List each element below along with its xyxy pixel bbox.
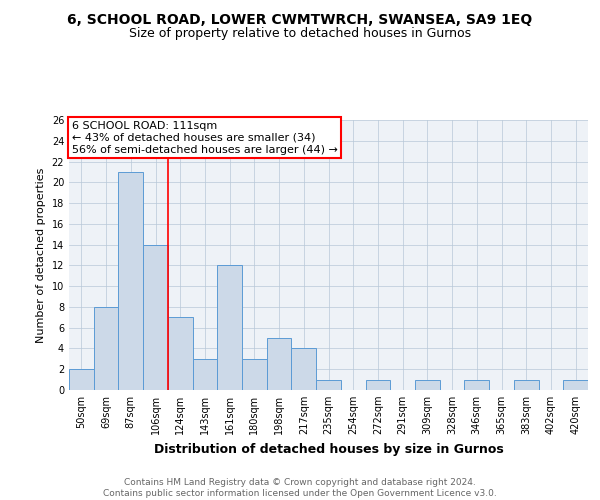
Bar xyxy=(464,380,489,390)
Text: Contains HM Land Registry data © Crown copyright and database right 2024.
Contai: Contains HM Land Registry data © Crown c… xyxy=(103,478,497,498)
Bar xyxy=(242,359,267,390)
Bar xyxy=(563,380,588,390)
Bar xyxy=(118,172,143,390)
Text: Distribution of detached houses by size in Gurnos: Distribution of detached houses by size … xyxy=(154,442,503,456)
Bar xyxy=(267,338,292,390)
Bar xyxy=(168,318,193,390)
Bar xyxy=(292,348,316,390)
Bar xyxy=(94,307,118,390)
Y-axis label: Number of detached properties: Number of detached properties xyxy=(36,168,46,342)
Bar xyxy=(69,369,94,390)
Bar xyxy=(193,359,217,390)
Text: Size of property relative to detached houses in Gurnos: Size of property relative to detached ho… xyxy=(129,28,471,40)
Text: 6 SCHOOL ROAD: 111sqm
← 43% of detached houses are smaller (34)
56% of semi-deta: 6 SCHOOL ROAD: 111sqm ← 43% of detached … xyxy=(71,122,337,154)
Text: 6, SCHOOL ROAD, LOWER CWMTWRCH, SWANSEA, SA9 1EQ: 6, SCHOOL ROAD, LOWER CWMTWRCH, SWANSEA,… xyxy=(67,12,533,26)
Bar xyxy=(217,266,242,390)
Bar xyxy=(365,380,390,390)
Bar xyxy=(415,380,440,390)
Bar xyxy=(316,380,341,390)
Bar xyxy=(514,380,539,390)
Bar xyxy=(143,244,168,390)
